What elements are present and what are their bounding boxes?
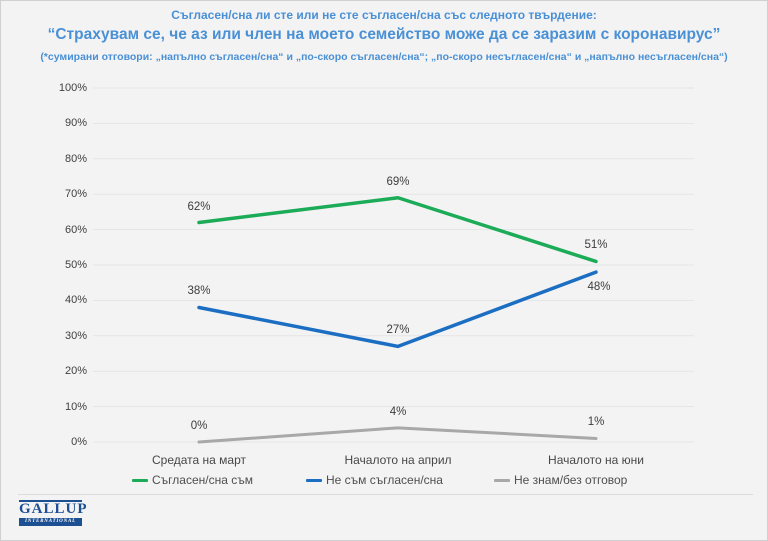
y-axis-tick-label: 50% — [64, 259, 87, 271]
y-axis-tick-label: 20% — [64, 365, 87, 378]
data-point-label: 1% — [587, 416, 605, 429]
footer-divider — [18, 494, 753, 495]
data-point-label: 4% — [389, 405, 407, 418]
y-axis-tick-label: 90% — [64, 117, 87, 130]
legend-label-dont-know: Не знам/без отговор — [514, 473, 628, 487]
x-axis-label-early-june: Началото на юни — [548, 453, 644, 467]
gallup-logo-subtitle: INTERNATIONAL — [25, 519, 76, 525]
data-point-label: 69% — [386, 175, 410, 188]
chart-question-title: Съгласен/сна ли сте или не сте съгласен/… — [171, 8, 597, 22]
y-axis-tick-label: 80% — [64, 152, 87, 165]
gallup-logo-bar: INTERNATIONAL — [19, 518, 82, 526]
legend-label-agree: Съгласен/сна съм — [152, 473, 253, 487]
data-point-label: 51% — [584, 239, 608, 252]
data-point-label: 62% — [187, 200, 211, 213]
data-point-label: 38% — [187, 285, 211, 298]
y-axis-tick-label: 10% — [64, 400, 87, 413]
y-axis-tick-label: 40% — [64, 294, 87, 307]
legend-swatch-blue — [306, 478, 322, 482]
legend-swatch-gray — [494, 478, 510, 482]
x-axis-label-mid-march: Средата на март — [152, 453, 246, 467]
legend-item-disagree: Не съм съгласен/сна — [306, 472, 443, 488]
y-axis-tick-label: 70% — [64, 188, 87, 201]
chart-statement-title: “Страхувам се, че аз или член на моето с… — [47, 26, 721, 43]
x-axis-label-early-april: Началото на април — [344, 453, 452, 467]
gallup-logo-wordmark: GALLUP — [19, 500, 88, 517]
data-point-label: 48% — [587, 281, 611, 294]
y-axis-tick-label: 0% — [71, 436, 87, 448]
legend-item-dont-know: Не знам/без отговор — [494, 472, 627, 488]
series-line-0 — [197, 195, 598, 264]
gallup-international-logo: GALLUP INTERNATIONAL — [19, 500, 88, 526]
y-axis-tick-label: 60% — [64, 223, 87, 236]
y-axis-tick-label: 30% — [64, 329, 87, 342]
data-point-label: 0% — [190, 420, 208, 432]
y-axis-tick-label: 100% — [58, 82, 87, 94]
chart-footnote: (*сумирани отговори: „напълно съгласен/с… — [40, 51, 728, 63]
series-line-1 — [197, 270, 598, 349]
legend-item-agree: Съгласен/сна съм — [132, 472, 253, 488]
series-line-2 — [197, 426, 598, 444]
legend-swatch-green — [132, 478, 148, 482]
data-point-label: 27% — [386, 324, 410, 337]
legend-label-disagree: Не съм съгласен/сна — [326, 473, 443, 487]
